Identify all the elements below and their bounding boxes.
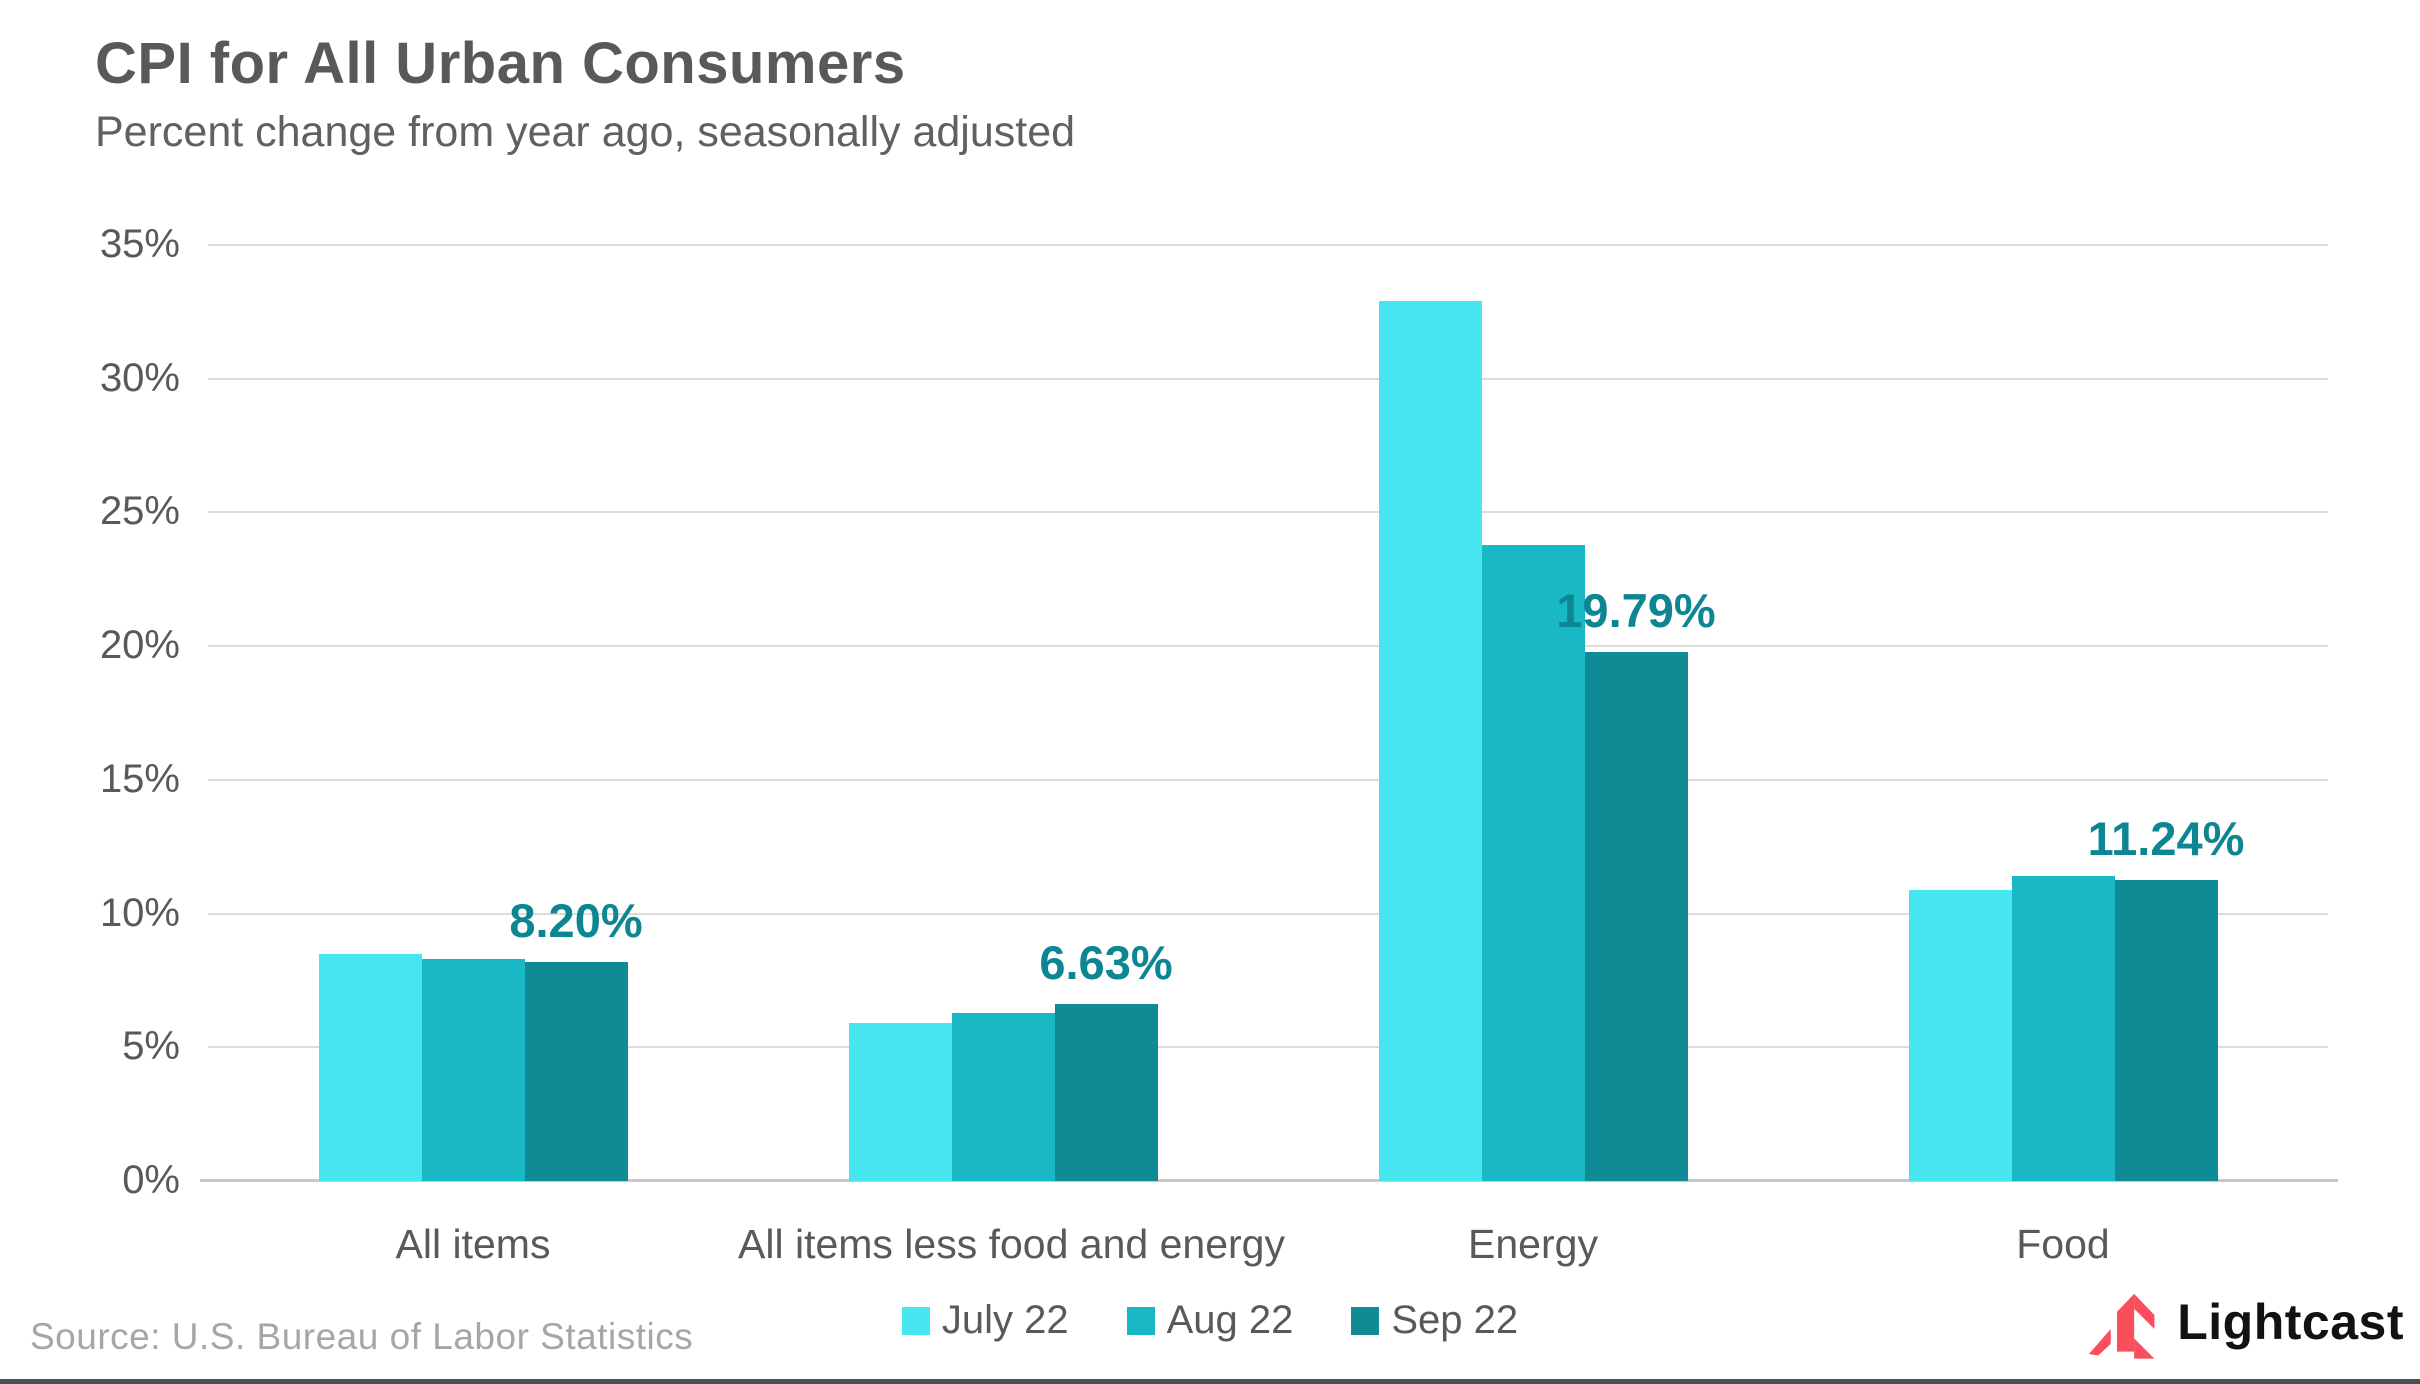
bar-group-3: 11.24% Food [1798,245,2328,1267]
y-tick-label-30: 30% [99,355,180,400]
bar-july-22-0 [318,953,422,1181]
chart-subtitle: Percent change from year ago, seasonally… [95,108,1076,156]
lightcast-mark-icon [2089,1293,2155,1359]
brand-logo: Lightcast [2085,1283,2404,1361]
bar-aug-22-1 [951,1012,1055,1181]
bar-aug-22-2 [1481,544,1585,1181]
bar-group-0: 8.20% All items [208,245,738,1267]
bar-group-2: 19.79% Energy [1268,245,1798,1267]
data-label-0: 8.20% [509,893,643,947]
plot-area: 0% 5% 10% 15% 20% 25% 30% 35% 8.20% All items 6.63… [100,224,2338,1267]
category-label-3: Food [2016,1221,2110,1267]
legend-item-aug-22: Aug 22 [1126,1298,1294,1343]
bar-aug-22-3 [2011,876,2115,1181]
gridline-25 [208,511,2328,514]
y-tick-label-0: 0% [122,1158,180,1202]
y-tick-label-10: 10% [99,890,180,935]
legend-item-july-22: July 22 [901,1298,1069,1343]
bar-sep-22-2: 19.79% [1556,584,1716,1181]
legend-swatch-icon [1126,1306,1155,1335]
legend-label: Sep 22 [1391,1298,1519,1342]
legend-swatch-icon [901,1306,930,1335]
y-tick-label-5: 5% [122,1024,180,1069]
y-tick-label-20: 20% [99,623,180,668]
legend: July 22 Aug 22 Sep 22 [0,1298,2420,1343]
category-label-1: All items less food and energy [738,1221,1285,1267]
y-tick-label-15: 15% [99,756,180,801]
y-tick-label-25: 25% [99,489,180,534]
category-label-2: Energy [1468,1221,1598,1267]
gridline-5 [208,1046,2328,1049]
brand-wordmark: Lightcast [2177,1294,2404,1350]
legend-label: July 22 [941,1298,1069,1342]
legend-label: Aug 22 [1166,1298,1294,1342]
data-label-3: 11.24% [2087,812,2245,866]
legend-item-sep-22: Sep 22 [1351,1298,1518,1343]
legend-swatch-icon [1351,1306,1380,1335]
bar-july-22-3 [1908,889,2012,1181]
gridline-10 [208,912,2328,915]
chart-title: CPI for All Urban Consumers [95,31,906,96]
bar-aug-22-0 [421,959,525,1181]
gridline-30 [208,377,2328,380]
gridline-35 [208,244,2328,246]
y-tick-label-35: 35% [99,222,180,266]
source-note: Source: U.S. Bureau of Labor Statistics [30,1316,694,1357]
bar-sep-22-3: 11.24% [2088,812,2244,1181]
bar-sep-22-0: 8.20% [509,894,643,1181]
category-label-0: All items [395,1221,551,1267]
bar-sep-22-1: 6.63% [1039,936,1173,1181]
gridline-15 [208,778,2328,781]
data-label-1: 6.63% [1039,935,1173,989]
bottom-rule [0,1379,2420,1384]
bar-july-22-1 [848,1023,952,1181]
data-label-2: 19.79% [1556,583,1716,637]
gridline-0 [200,1179,2338,1182]
bar-july-22-2 [1378,301,1482,1181]
gridline-20 [208,645,2328,648]
bar-group-1: 6.63% All items less food and energy [738,245,1285,1267]
